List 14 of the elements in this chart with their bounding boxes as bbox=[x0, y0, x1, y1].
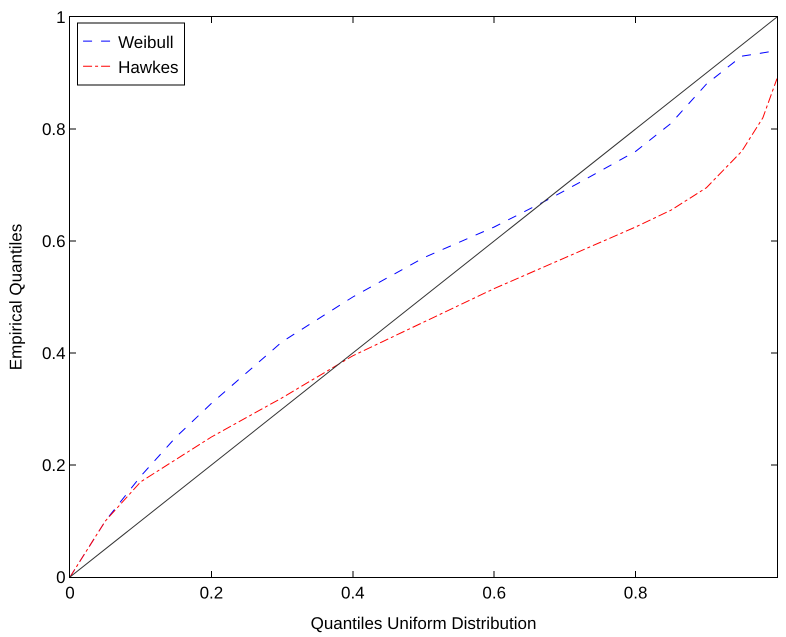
y-tick-label: 0 bbox=[56, 568, 66, 587]
x-tick-label: 0.4 bbox=[340, 583, 365, 602]
x-tick-label: 0.2 bbox=[200, 583, 224, 602]
y-tick-label: 0.2 bbox=[42, 456, 66, 475]
x-tick-label: 0.6 bbox=[482, 583, 506, 602]
y-tick-label: 1 bbox=[56, 8, 66, 27]
y-tick-label: 0.4 bbox=[42, 344, 66, 363]
legend-label: Hawkes bbox=[118, 58, 179, 77]
x-tick-label: 0.8 bbox=[624, 583, 648, 602]
legend-label: Weibull bbox=[118, 32, 174, 52]
y-tick-label: 0.6 bbox=[42, 232, 66, 251]
y-tick-label: 0.8 bbox=[42, 120, 66, 139]
x-axis-title: Quantiles Uniform Distribution bbox=[310, 614, 536, 633]
y-axis-title: Empirical Quantiles bbox=[6, 224, 26, 370]
